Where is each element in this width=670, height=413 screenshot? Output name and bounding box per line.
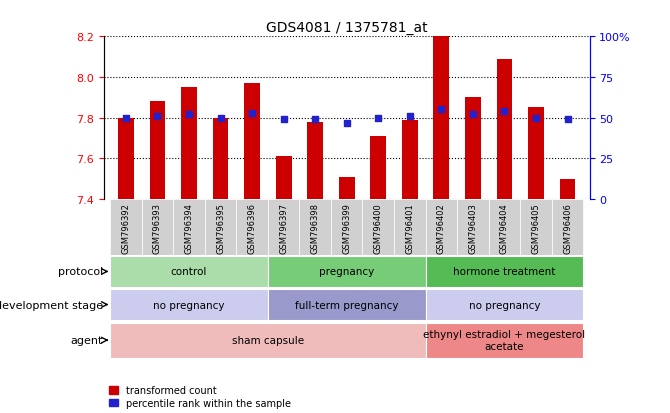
Text: sham capsule: sham capsule [232, 335, 304, 345]
FancyBboxPatch shape [205, 199, 237, 255]
Point [278, 116, 289, 123]
Text: agent: agent [70, 335, 103, 345]
Point [562, 116, 573, 123]
FancyBboxPatch shape [394, 199, 425, 255]
Bar [433, 37, 450, 199]
Bar [496, 59, 513, 199]
FancyBboxPatch shape [425, 290, 584, 320]
FancyBboxPatch shape [552, 199, 584, 255]
Point [373, 115, 384, 122]
Text: pregnancy: pregnancy [319, 267, 375, 277]
Text: GSM796398: GSM796398 [311, 202, 320, 253]
Bar [402, 120, 417, 199]
Text: full-term pregnancy: full-term pregnancy [295, 300, 399, 310]
FancyBboxPatch shape [268, 256, 425, 287]
FancyBboxPatch shape [362, 199, 394, 255]
Point [436, 107, 447, 114]
FancyBboxPatch shape [110, 290, 268, 320]
Text: GSM796396: GSM796396 [248, 202, 257, 253]
Point [499, 109, 510, 115]
Point [215, 115, 226, 122]
Legend: transformed count, percentile rank within the sample: transformed count, percentile rank withi… [109, 385, 291, 408]
Text: GSM796400: GSM796400 [374, 202, 383, 253]
Bar [308, 122, 323, 199]
FancyBboxPatch shape [299, 199, 331, 255]
Point [342, 120, 352, 126]
Text: ethynyl estradiol + megesterol
acetate: ethynyl estradiol + megesterol acetate [423, 330, 586, 351]
FancyBboxPatch shape [268, 290, 425, 320]
Text: GSM796392: GSM796392 [121, 202, 131, 253]
Text: hormone treatment: hormone treatment [453, 267, 555, 277]
FancyBboxPatch shape [457, 199, 488, 255]
FancyBboxPatch shape [268, 199, 299, 255]
Text: GSM796395: GSM796395 [216, 202, 225, 253]
Point [247, 110, 257, 117]
Text: development stage: development stage [0, 300, 103, 310]
Point [310, 116, 320, 123]
Point [152, 114, 163, 120]
Text: GSM796402: GSM796402 [437, 202, 446, 253]
FancyBboxPatch shape [520, 199, 552, 255]
Text: control: control [171, 267, 207, 277]
FancyBboxPatch shape [425, 199, 457, 255]
Text: GSM796404: GSM796404 [500, 202, 509, 253]
Text: GSM796393: GSM796393 [153, 202, 162, 253]
Text: GSM796399: GSM796399 [342, 202, 351, 253]
FancyBboxPatch shape [110, 256, 268, 287]
FancyBboxPatch shape [331, 199, 362, 255]
FancyBboxPatch shape [237, 199, 268, 255]
FancyBboxPatch shape [425, 323, 584, 358]
FancyBboxPatch shape [174, 199, 205, 255]
Bar [118, 119, 134, 199]
FancyBboxPatch shape [488, 199, 520, 255]
Title: GDS4081 / 1375781_at: GDS4081 / 1375781_at [266, 21, 427, 35]
Point [121, 115, 131, 122]
Bar [371, 137, 386, 199]
Bar [181, 88, 197, 199]
Bar [244, 84, 260, 199]
FancyBboxPatch shape [425, 256, 584, 287]
Bar [212, 119, 228, 199]
Text: no pregnancy: no pregnancy [469, 300, 540, 310]
Text: GSM796401: GSM796401 [405, 202, 414, 253]
Point [184, 112, 194, 119]
Point [468, 112, 478, 119]
Text: GSM796405: GSM796405 [531, 202, 541, 253]
FancyBboxPatch shape [110, 323, 425, 358]
Bar [465, 98, 481, 199]
Bar [149, 102, 165, 199]
Text: GSM796397: GSM796397 [279, 202, 288, 253]
Bar [276, 157, 291, 199]
Text: GSM796403: GSM796403 [468, 202, 478, 253]
Text: protocol: protocol [58, 267, 103, 277]
Text: no pregnancy: no pregnancy [153, 300, 224, 310]
Text: GSM796394: GSM796394 [184, 202, 194, 253]
Bar [559, 179, 576, 199]
Bar [339, 177, 354, 199]
Bar [528, 108, 544, 199]
FancyBboxPatch shape [110, 199, 141, 255]
Point [531, 115, 541, 122]
Text: GSM796406: GSM796406 [563, 202, 572, 253]
FancyBboxPatch shape [141, 199, 174, 255]
Point [405, 114, 415, 120]
